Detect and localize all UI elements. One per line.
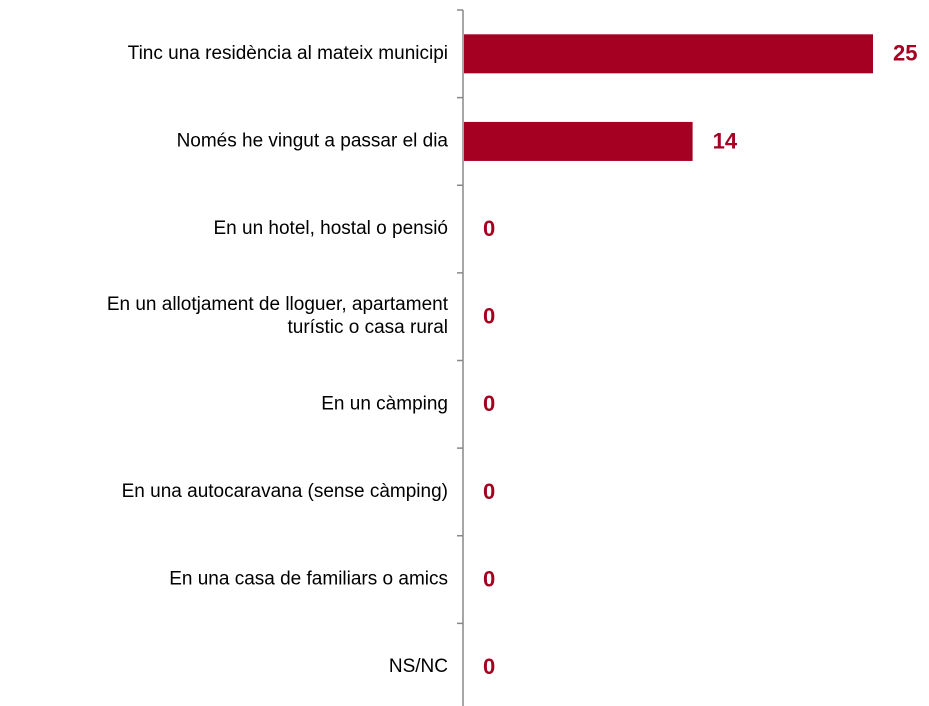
category-label: En una autocaravana (sense càmping): [122, 481, 448, 502]
value-label: 0: [483, 479, 495, 504]
bar: [464, 121, 693, 161]
category-label: NS/NC: [389, 656, 448, 677]
category-label: Tinc una residència al mateix municipi: [128, 43, 448, 64]
value-label: 0: [483, 304, 495, 329]
category-label: Només he vingut a passar el dia: [177, 130, 449, 151]
value-label: 14: [713, 128, 738, 153]
value-label: 0: [483, 566, 495, 591]
category-label: En un allotjament de lloguer, apartament…: [107, 294, 449, 338]
category-label: En un hotel, hostal o pensió: [213, 218, 448, 239]
category-label: En un càmping: [321, 393, 448, 414]
value-label: 0: [483, 654, 495, 679]
bar: [464, 34, 873, 74]
value-label: 0: [483, 216, 495, 241]
value-label: 25: [893, 41, 917, 66]
value-label: 0: [483, 391, 495, 416]
category-label: En una casa de familiars o amics: [169, 569, 448, 590]
